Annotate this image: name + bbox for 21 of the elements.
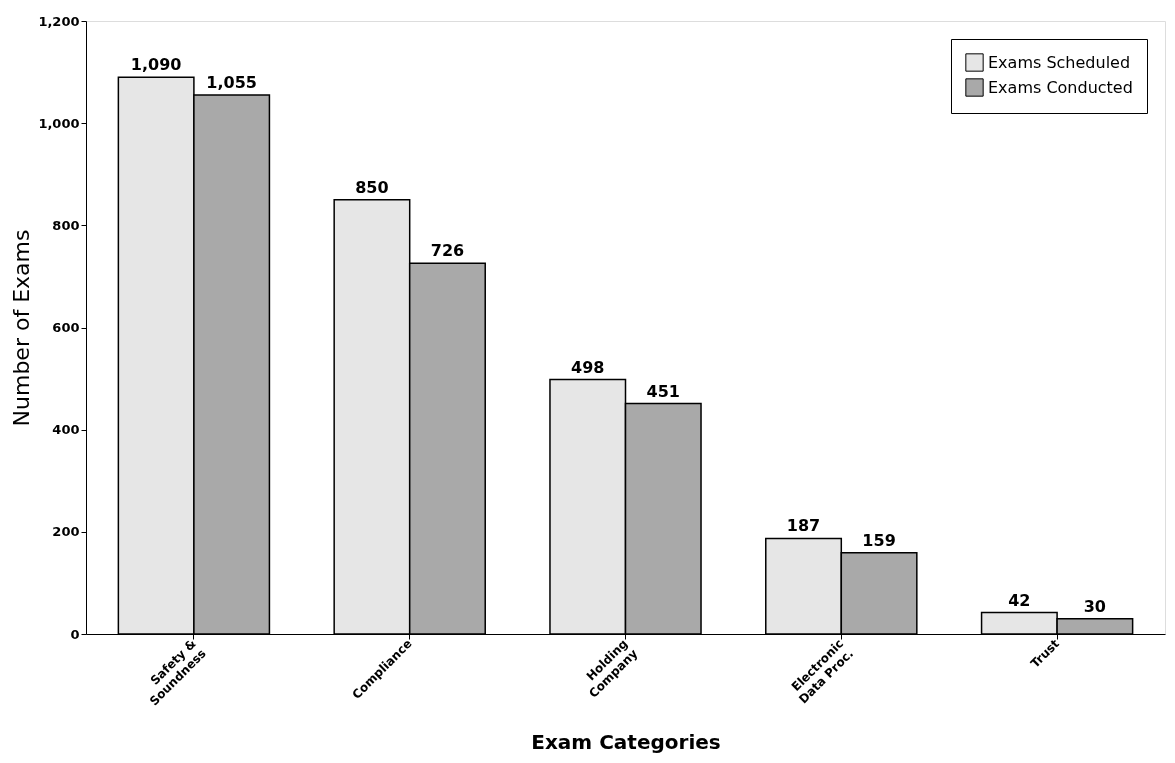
data-label: 726 <box>430 241 465 261</box>
y-tick-label: 1,000 <box>38 115 80 131</box>
legend-label: Exams Scheduled <box>988 52 1131 72</box>
data-label: 187 <box>786 516 821 536</box>
y-tick-label: 0 <box>70 626 80 642</box>
y-tick-label: 400 <box>52 422 80 438</box>
y-axis-title: Number of Exams <box>9 229 35 427</box>
data-label: 451 <box>646 381 680 401</box>
data-label: 498 <box>571 357 605 377</box>
x-axis-title: Exam Categories <box>531 729 721 754</box>
data-label: 159 <box>862 530 896 550</box>
data-label: 30 <box>1083 596 1106 616</box>
y-tick-label: 800 <box>52 217 80 233</box>
data-label: 1,090 <box>130 55 182 75</box>
legend-label: Exams Conducted <box>988 77 1133 97</box>
data-label: 42 <box>1008 590 1031 610</box>
data-label: 1,055 <box>206 73 257 93</box>
data-label: 850 <box>355 177 389 197</box>
y-tick-label: 1,200 <box>38 13 80 29</box>
y-tick-label: 200 <box>52 524 80 540</box>
y-tick-label: 600 <box>52 320 80 335</box>
